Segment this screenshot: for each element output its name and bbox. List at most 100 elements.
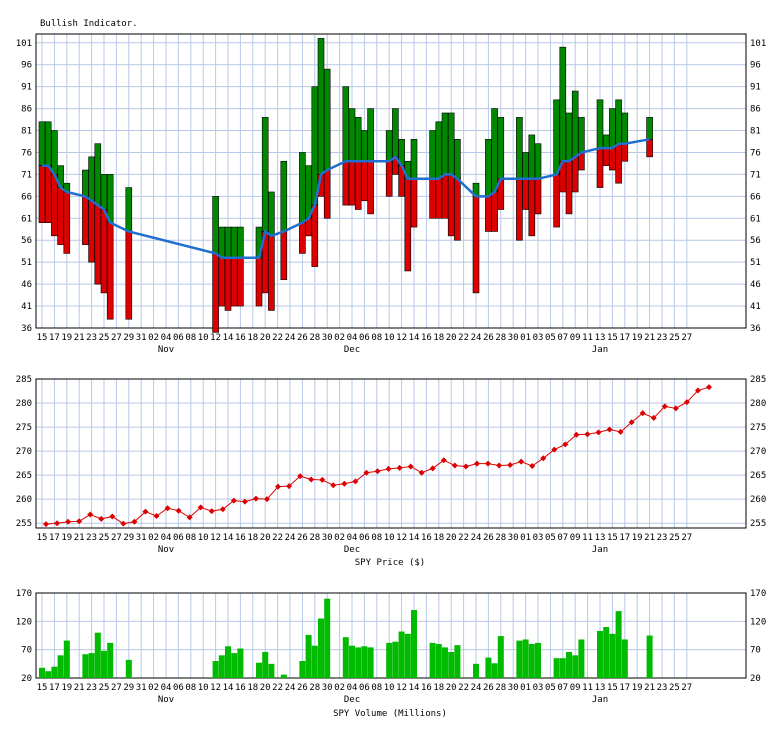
- volume-xtick: 25: [669, 683, 680, 693]
- price-xtick: 21: [644, 533, 655, 543]
- price-point: [661, 403, 668, 410]
- price-point: [584, 431, 591, 438]
- price-point: [241, 498, 248, 505]
- price-ytick-left: 255: [16, 519, 32, 529]
- volume-bar: [231, 653, 238, 678]
- bullish-ytick-left: 36: [21, 324, 32, 334]
- volume-ytick-right: 70: [750, 646, 761, 656]
- bullish-xtick: 23: [86, 333, 97, 343]
- bullish-up-bar: [367, 108, 374, 162]
- price-ytick-right: 265: [750, 471, 766, 481]
- bullish-up-bar: [230, 226, 238, 259]
- price-point: [628, 419, 635, 426]
- price-point: [330, 482, 337, 489]
- volume-xtick: 30: [322, 683, 333, 693]
- bullish-down-bar: [51, 174, 58, 237]
- bullish-xtick: 10: [198, 333, 209, 343]
- volume-bar: [268, 663, 275, 678]
- volume-xtick: 23: [86, 683, 97, 693]
- bullish-up-bar: [565, 112, 573, 162]
- price-point: [462, 463, 469, 470]
- volume-ytick-left: 20: [21, 674, 32, 684]
- bullish-xtick: 24: [471, 333, 482, 343]
- bullish-up-bar: [522, 152, 529, 180]
- bullish-down-bar: [472, 196, 480, 294]
- price-xtick: 16: [235, 533, 246, 543]
- bullish-up-bar: [125, 187, 133, 232]
- bullish-up-bar: [305, 165, 312, 219]
- bullish-xtick: 06: [173, 333, 184, 343]
- bullish-xtick: 25: [669, 333, 680, 343]
- price-point: [54, 520, 61, 527]
- volume-ytick-right: 20: [750, 674, 761, 684]
- bullish-down-bar: [342, 160, 350, 206]
- price-ytick-right: 270: [750, 447, 766, 457]
- volume-bar: [45, 671, 52, 678]
- price-xtick: 20: [260, 533, 271, 543]
- volume-bar: [280, 674, 287, 678]
- volume-bar: [361, 646, 368, 678]
- price-point: [252, 495, 259, 502]
- price-xtick: 12: [396, 533, 407, 543]
- bullish-xtick: 05: [545, 333, 556, 343]
- bullish-xtick: 09: [570, 333, 581, 343]
- bullish-up-bar: [342, 86, 350, 162]
- volume-xtick: 23: [657, 683, 668, 693]
- bullish-down-bar: [447, 174, 455, 237]
- volume-bar: [392, 641, 399, 678]
- bullish-ytick-right: 56: [750, 236, 761, 246]
- bullish-xtick: 20: [260, 333, 271, 343]
- price-xtick: 15: [607, 533, 618, 543]
- bullish-xtick: 19: [61, 333, 72, 343]
- price-ytick-right: 260: [750, 495, 766, 505]
- volume-xtick: 19: [61, 683, 72, 693]
- volume-bar: [528, 644, 535, 678]
- volume-bar: [367, 647, 374, 678]
- bullish-xtick: 02: [334, 333, 345, 343]
- bullish-xtick: 18: [247, 333, 258, 343]
- price-point: [485, 460, 491, 467]
- volume-xtick: 15: [607, 683, 618, 693]
- bullish-down-bar: [230, 257, 238, 307]
- price-xtick: 02: [334, 533, 345, 543]
- volume-bar: [262, 651, 269, 678]
- volume-bar: [299, 661, 306, 678]
- bullish-xtick: 21: [74, 333, 85, 343]
- bullish-up-bar: [94, 143, 102, 206]
- volume-xtick: 04: [161, 683, 172, 693]
- bullish-down-bar: [615, 143, 622, 184]
- price-ytick-left: 285: [16, 375, 32, 385]
- bullish-down-bar: [57, 187, 64, 245]
- price-point: [440, 457, 447, 464]
- price-point: [551, 446, 558, 453]
- volume-xtick: 22: [458, 683, 469, 693]
- bullish-down-bar: [82, 196, 89, 245]
- price-xtick: 18: [433, 533, 444, 543]
- price-xtick: 21: [74, 533, 85, 543]
- price-xtick: 13: [595, 533, 606, 543]
- price-point: [175, 507, 182, 514]
- bullish-up-bar: [88, 156, 95, 202]
- bullish-xtick: 19: [632, 333, 643, 343]
- price-point: [142, 508, 149, 515]
- volume-bar: [107, 642, 114, 678]
- bullish-ytick-left: 91: [21, 83, 32, 93]
- bullish-xtick: 30: [322, 333, 333, 343]
- volume-bar: [212, 661, 219, 678]
- volume-bar: [404, 633, 411, 678]
- bullish-xtick: 16: [421, 333, 432, 343]
- volume-xtick: 21: [74, 683, 85, 693]
- bullish-down-bar: [367, 160, 374, 215]
- bullish-xtick: 11: [582, 333, 593, 343]
- bullish-xtick: 08: [185, 333, 196, 343]
- bullish-month-label: Jan: [592, 345, 608, 355]
- bullish-up-bar: [212, 196, 219, 254]
- volume-bar: [572, 655, 579, 678]
- price-point: [208, 508, 215, 515]
- volume-month-label: Jan: [592, 695, 608, 705]
- volume-xtick: 14: [409, 683, 420, 693]
- price-point: [496, 462, 503, 469]
- bullish-xtick: 04: [347, 333, 358, 343]
- bullish-up-bar: [615, 99, 622, 145]
- bullish-up-bar: [317, 38, 325, 175]
